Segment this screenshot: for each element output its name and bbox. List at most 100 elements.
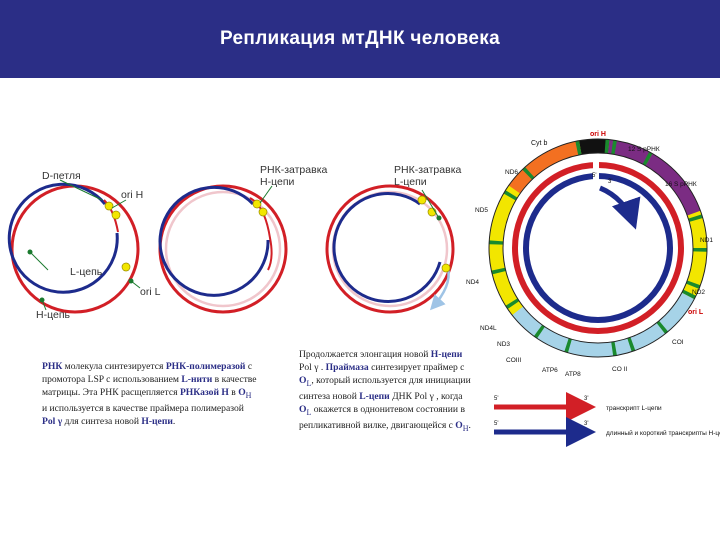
ori-l-label: ori L [140, 286, 161, 298]
gene-segment [575, 140, 582, 156]
text-run: с промотора LSP с использованием [42, 361, 253, 385]
pointer-line [29, 251, 49, 271]
term: РНК [42, 361, 63, 372]
gene-segment [611, 341, 617, 356]
gene-label-nd5: ND5 [475, 207, 488, 214]
gene-label-12s: 12 S рРНК [628, 146, 660, 153]
text-run: , который используется для инициации син… [299, 375, 471, 402]
text-run: синтезирует праймер с [368, 362, 465, 373]
term: Н-цепи [430, 349, 463, 360]
legend-blue-label: длинный и короткий транскрипты H-цепи [606, 429, 720, 437]
term: L-цепи [359, 390, 390, 402]
explanation-text-1: РНК молекула синтезируется РНК-полимераз… [42, 360, 257, 428]
gene-label-atp6: ATP6 [542, 367, 558, 374]
primer-l-line2: L-цепи [394, 176, 427, 188]
primer-dot [441, 263, 451, 273]
gene-label-coiii: COIII [506, 357, 521, 364]
text-run: молекула синтезируется [62, 361, 166, 372]
slide-title: Репликация мтДНК человека [220, 28, 500, 49]
text-run: ДНК Pol γ , когда [389, 390, 463, 402]
term: РНКазой Н [179, 387, 229, 398]
subscript: H [462, 423, 469, 433]
primer-h-line1: РНК-затравка [260, 164, 328, 176]
subscript: L [306, 378, 312, 388]
term: O [238, 387, 246, 398]
gene-segment [533, 324, 545, 339]
pointer-line [59, 179, 103, 201]
h-short-transcript [598, 185, 641, 230]
new-strand-circle [164, 190, 282, 308]
term: Н-цепи [141, 415, 173, 427]
gene-label-atp8: ATP8 [565, 371, 581, 378]
end-label: 3' [608, 179, 612, 185]
legend-end: 5' [494, 421, 498, 427]
gene-label-16s: 16 S рРНК [665, 181, 697, 188]
gene-segment [688, 214, 703, 222]
legend-end: 3' [584, 421, 588, 427]
text-run: Pol γ . [299, 362, 326, 373]
gene-segment [503, 190, 518, 201]
term: O [455, 419, 463, 431]
pointer-line [41, 299, 47, 311]
text-run: в [228, 387, 239, 398]
explanation-text-2: Продолжается элонгация новой Н-цепи Pol … [299, 348, 471, 435]
transcript-legend: 5' 3' транскрипт L-цепи 5' 3' длинный и … [494, 392, 720, 447]
gene-segment [611, 140, 617, 155]
gene-label-coii: CO II [612, 366, 627, 373]
gene-segment [522, 166, 535, 180]
text-run: . [172, 415, 176, 427]
subscript: L [306, 407, 312, 417]
subscript: H [245, 390, 252, 400]
gene-segment [491, 267, 506, 275]
light-strand-arc [7, 182, 119, 294]
title-banner: Репликация мтДНК человека [0, 0, 720, 78]
gene-segment [512, 292, 695, 357]
replication-stage-2: РНК-затравка H-цепи [158, 164, 328, 314]
gene-label-cytb: Cyt b [531, 140, 547, 147]
primer-dot [252, 199, 262, 209]
gene-label-nd3: ND3 [497, 341, 510, 348]
gene-segment [508, 140, 582, 194]
primer-l-label: РНК-затравка L-цепи [394, 164, 464, 188]
gene-segments [489, 139, 708, 357]
primer-dot [258, 207, 268, 217]
end-label: 5' [592, 173, 596, 179]
gene-label-nd6: ND6 [505, 169, 518, 176]
primer-h-line2: H-цепи [260, 176, 295, 188]
primer-dot [111, 210, 121, 220]
gene-label-coi: COI [672, 339, 684, 346]
gene-segment [642, 151, 653, 166]
gene-label-nd1: ND1 [700, 237, 713, 244]
gene-label-nd2: ND2 [692, 289, 705, 296]
text-run: . [468, 419, 471, 431]
heavy-strand-circle [10, 184, 140, 314]
term: O [299, 375, 307, 386]
gene-segment [656, 320, 669, 334]
gene-segment [627, 337, 636, 352]
gene-segment [686, 280, 701, 289]
gene-segment [645, 153, 701, 216]
pointer-line [259, 185, 273, 204]
text-run: в качестве матрицы. Эта РНК расщепляется [42, 374, 257, 398]
term: Праймаза [325, 362, 369, 373]
gene-segment [505, 298, 520, 309]
pointer-line [130, 280, 141, 289]
light-strand-arc [158, 185, 270, 297]
legend-end: 5' [494, 396, 498, 402]
text-run: Продолжается элонгация новой [299, 349, 431, 360]
heavy-strand-circle [325, 184, 455, 314]
term: Pol γ [42, 415, 63, 427]
replication-stage-3: РНК-затравка L-цепи [325, 164, 464, 314]
term: РНК-полимеразой [165, 361, 246, 372]
gene-segment [564, 338, 572, 353]
h-chain-label: H-цепь [36, 309, 71, 321]
gene-label-nd4l: ND4L [480, 325, 497, 332]
pointer-line [111, 199, 127, 209]
gene-label-orih: ori H [590, 131, 606, 138]
gene-label-oril: ori L [688, 309, 704, 316]
primer-l-line1: РНК-затравка [394, 164, 462, 176]
primer-dot [104, 201, 114, 211]
pointer-line [421, 189, 440, 219]
gene-segment [681, 289, 696, 300]
